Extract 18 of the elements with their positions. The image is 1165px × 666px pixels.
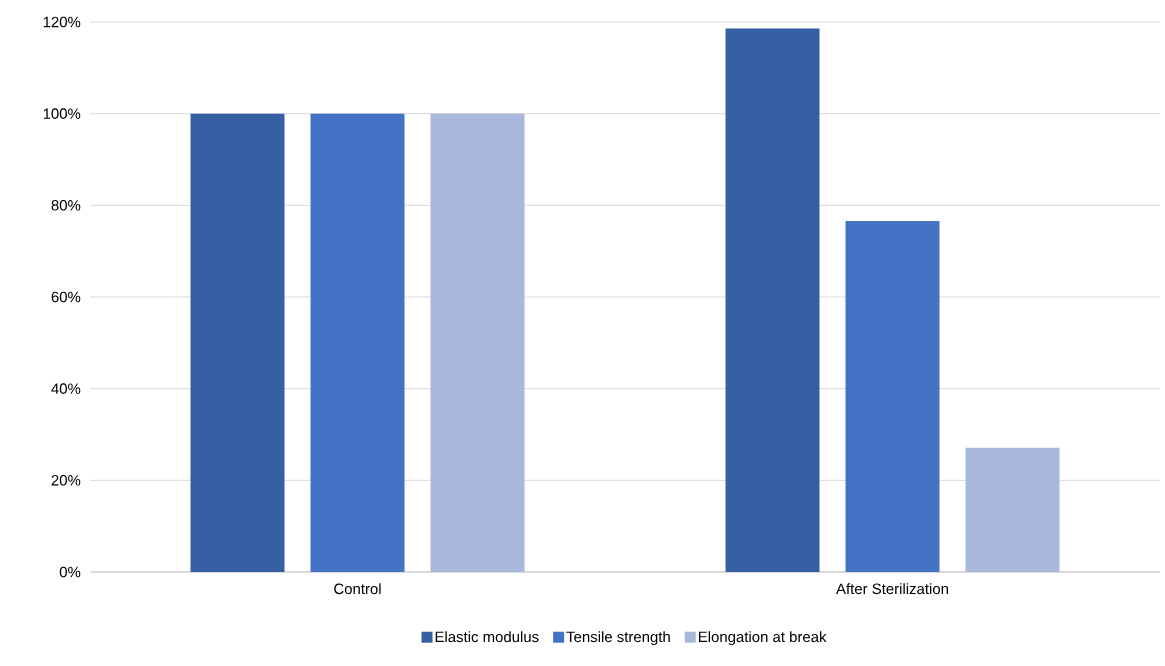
bar	[430, 113, 525, 572]
bar	[310, 113, 405, 572]
y-tick-label: 40%	[51, 383, 81, 394]
bar	[725, 28, 820, 572]
bar	[965, 447, 1060, 572]
legend-label: Elastic modulus	[435, 631, 539, 643]
legend-label: Elongation at break	[698, 631, 827, 646]
bar	[845, 220, 940, 572]
y-tick-label: 20%	[51, 475, 81, 486]
x-tick-label: After Sterilization	[836, 583, 948, 595]
bar	[190, 113, 285, 572]
y-tick-label: 80%	[51, 200, 81, 211]
y-tick-label: 100%	[43, 108, 81, 119]
y-tick-label: 0%	[59, 566, 81, 578]
y-tick-label: 120%	[43, 16, 81, 28]
y-tick-label: 60%	[51, 291, 81, 303]
legend-label: Tensile strength	[566, 631, 670, 646]
x-tick-label: Control	[334, 583, 381, 595]
